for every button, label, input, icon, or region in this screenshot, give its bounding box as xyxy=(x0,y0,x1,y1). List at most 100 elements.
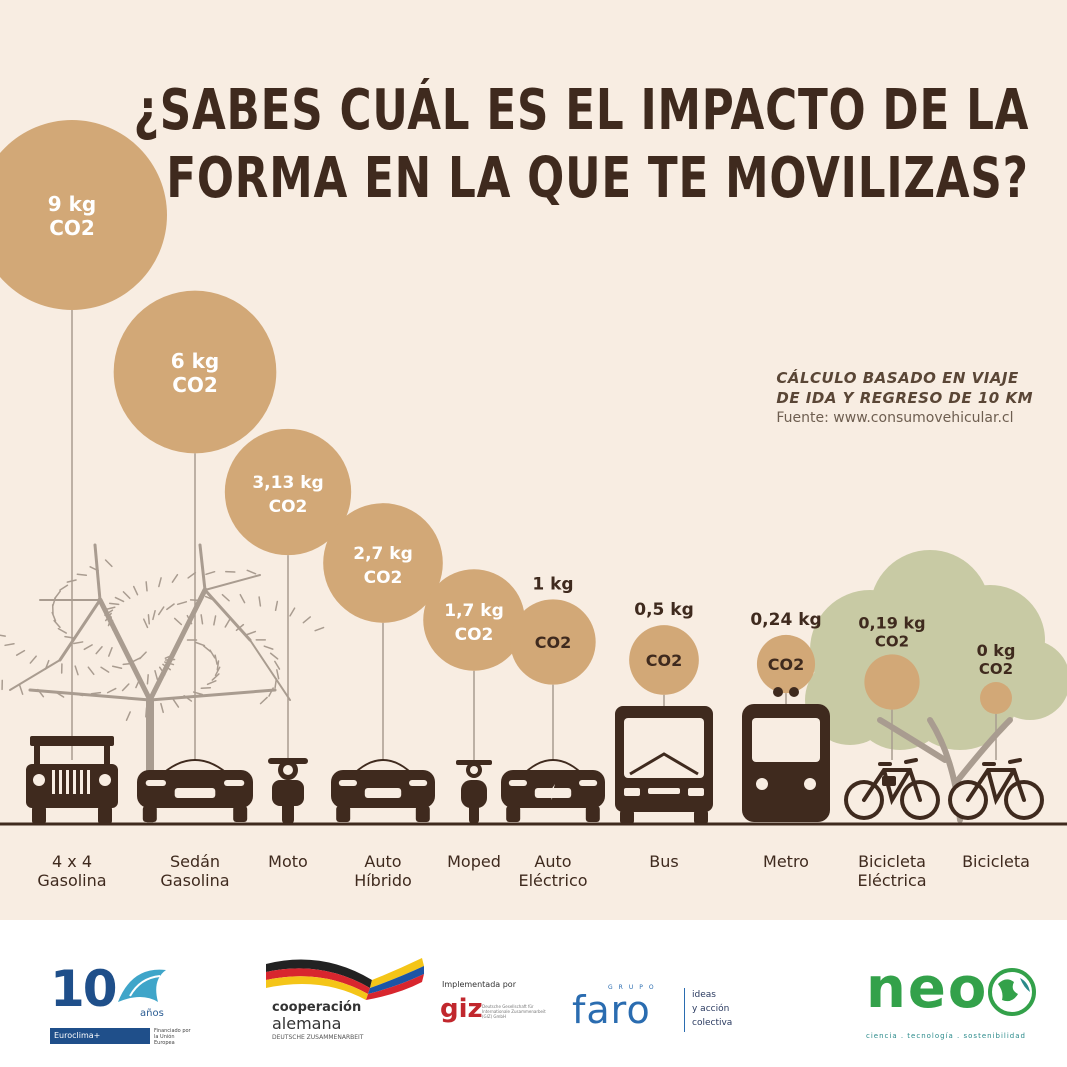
tree-twig xyxy=(37,688,45,698)
headlight xyxy=(624,788,640,796)
tree-twig xyxy=(157,606,165,616)
co2-bubble xyxy=(510,599,596,685)
body xyxy=(26,764,118,808)
tree-twig xyxy=(205,570,216,576)
category-label: Auto xyxy=(534,852,571,871)
tire xyxy=(585,806,600,822)
page-title-line-2: FORMA EN LA QUE TE MOVILIZAS? xyxy=(166,146,1029,211)
tree-twig xyxy=(258,596,262,607)
tree-twig xyxy=(111,665,123,670)
tree-twig xyxy=(187,571,197,579)
bubble-value-label: 0 kg xyxy=(977,641,1016,660)
electric-car-icon xyxy=(501,759,605,822)
windshield xyxy=(624,718,704,778)
bubble-co2-label: CO2 xyxy=(875,632,909,650)
tree-twig xyxy=(160,702,164,714)
tree-twig xyxy=(19,684,24,695)
tree-twig xyxy=(209,649,216,659)
tire xyxy=(415,806,430,822)
sedan-car-icon xyxy=(137,759,253,822)
neo-wordmark: neo xyxy=(866,956,989,1021)
tree-twig xyxy=(145,707,148,718)
flag-ribbon-icon xyxy=(266,958,424,1000)
headlight xyxy=(224,780,245,786)
co2-bubble xyxy=(224,428,352,556)
headlight xyxy=(756,778,768,790)
giz-fullname: Deutsche Gesellschaft für Internationale… xyxy=(482,1004,546,1019)
tree-twig xyxy=(246,569,257,575)
tree-branch xyxy=(204,574,261,591)
tree-branch xyxy=(147,587,208,703)
tree-twig xyxy=(214,666,221,677)
background-tree-left xyxy=(0,543,325,824)
giz-wordmark: giz xyxy=(440,994,483,1024)
body xyxy=(461,780,487,808)
tree-twig xyxy=(76,573,88,576)
electric-bicycle-icon xyxy=(844,758,940,820)
coop-line-3: DEUTSCHE ZUSAMMENARBEIT xyxy=(272,1034,364,1041)
co2-bubble xyxy=(0,120,167,310)
pantograph xyxy=(773,687,783,697)
grille xyxy=(52,770,55,794)
tree-twig xyxy=(125,711,131,721)
bubble-value-label: 0,19 kg xyxy=(858,613,925,632)
tree-twig xyxy=(131,657,142,663)
tree-twig xyxy=(146,674,149,685)
tire xyxy=(233,806,248,822)
grille xyxy=(174,788,216,798)
coop-line-1: cooperación xyxy=(272,1000,362,1015)
bubble-co2-label: CO2 xyxy=(768,655,804,674)
tree-twig xyxy=(221,593,230,602)
tree-twig xyxy=(29,655,37,664)
grille xyxy=(66,770,69,794)
tree-twig xyxy=(195,641,206,647)
tire xyxy=(336,806,351,822)
bubble-co2-label: CO2 xyxy=(49,216,95,240)
tree-twig xyxy=(216,660,220,671)
headlight xyxy=(579,780,598,786)
tree-twig xyxy=(4,643,15,647)
tree-twig xyxy=(176,601,188,606)
coop-line-2: alemana xyxy=(272,1014,342,1033)
tree-twig xyxy=(106,687,117,694)
bubble-co2-label: CO2 xyxy=(364,568,403,588)
headlamp xyxy=(283,765,293,775)
co2-bubble xyxy=(113,290,277,454)
co2-bubble xyxy=(323,503,443,623)
category-label: Eléctrico xyxy=(518,871,587,890)
tree-twig xyxy=(166,603,175,611)
tree-twig xyxy=(114,596,125,603)
tree-twig xyxy=(87,666,95,676)
tree-twig xyxy=(200,686,212,690)
wipers xyxy=(629,752,699,776)
co2-bubble xyxy=(864,654,920,710)
tree-twig xyxy=(104,609,114,616)
tree-twig xyxy=(74,665,79,676)
tree-twig xyxy=(263,645,274,650)
tree-twig xyxy=(172,698,180,708)
tire xyxy=(694,810,708,824)
tree-twig xyxy=(164,661,175,666)
giz-logo: Implementada por giz Deutsche Gesellscha… xyxy=(440,980,560,1040)
tree-twig xyxy=(54,590,61,600)
co2-bubble xyxy=(756,634,816,694)
tree-twig xyxy=(162,663,171,671)
bubble-value-label: 3,13 kg xyxy=(252,473,323,493)
headlight xyxy=(338,780,357,786)
tree-twig xyxy=(152,609,156,621)
category-label: Híbrido xyxy=(354,871,412,890)
tree-twig xyxy=(235,623,245,632)
window xyxy=(752,718,820,762)
tree-twig xyxy=(73,641,84,645)
neo-tagline: ciencia . tecnología . sostenibilidad xyxy=(866,1032,1026,1040)
co2-bubble xyxy=(980,682,1012,714)
cooperacion-alemana-logo: cooperación alemana DEUTSCHE ZUSAMMENARB… xyxy=(262,950,432,1050)
grille xyxy=(73,770,76,794)
jeep-icon xyxy=(26,736,118,824)
tree-twig xyxy=(202,645,212,653)
tree-twig xyxy=(147,614,150,625)
category-label: Eléctrica xyxy=(857,871,926,890)
bubble-value-label: 2,7 kg xyxy=(353,544,413,564)
